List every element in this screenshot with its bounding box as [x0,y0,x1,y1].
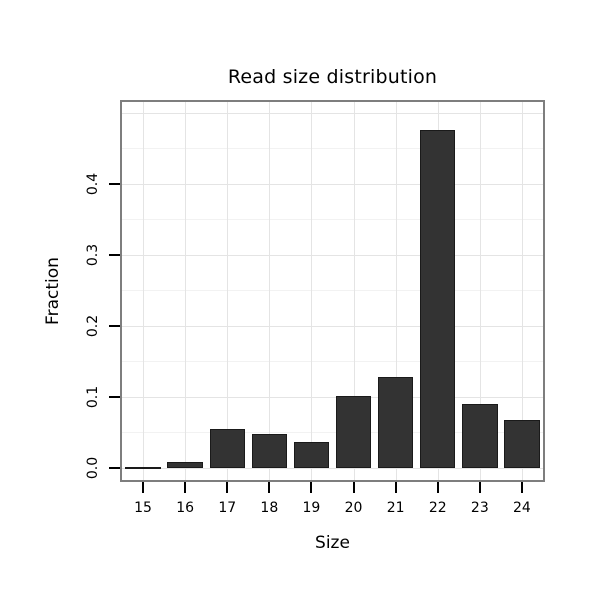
x-tick-label: 24 [513,500,531,516]
x-tick-label: 20 [344,500,363,516]
bar [335,395,372,468]
bar [293,441,330,468]
x-axis-tick [142,482,145,493]
bar [377,377,414,468]
bar [167,462,203,468]
x-tick-label: 15 [134,500,152,516]
y-tick-label: 0.4 [85,172,101,195]
gridline-horizontal-minor [122,432,543,434]
x-axis-title: Size [315,533,350,553]
gridline-horizontal-minor [122,148,543,150]
y-axis-tick [109,253,120,256]
y-tick-label: 0.2 [85,314,101,337]
bar [209,428,245,468]
x-axis-tick [436,482,439,493]
gridline-vertical-major [269,102,271,480]
bar [251,433,288,468]
bar [125,466,161,469]
bar [462,404,498,468]
gridline-horizontal-minor [122,290,543,292]
gridline-vertical-major [521,102,523,480]
bar [504,419,540,468]
gridline-horizontal-major [122,112,543,114]
x-axis-tick [394,482,397,493]
y-axis-tick [109,182,120,185]
x-axis-tick [226,482,229,493]
gridline-vertical-major [311,102,313,480]
x-tick-label: 17 [218,500,237,516]
chart-title: Read size distribution [227,66,438,88]
x-tick-label: 18 [260,500,279,516]
x-tick-label: 21 [386,500,405,516]
x-tick-label: 22 [428,500,447,516]
gridline-vertical-major [185,102,187,480]
x-tick-label: 19 [302,500,321,516]
y-axis-tick [109,395,120,398]
gridline-horizontal-major [122,183,543,185]
gridline-horizontal-major [122,396,543,398]
y-axis-title: Fraction [43,257,63,325]
x-axis-tick [520,482,523,493]
x-axis-tick [478,482,481,493]
gridline-horizontal-minor [122,361,543,363]
x-tick-label: 16 [176,500,195,516]
gridline-vertical-major [227,102,229,480]
gridline-horizontal-major [122,468,543,469]
x-axis-tick [268,482,271,493]
y-tick-label: 0.3 [85,243,101,266]
y-tick-label: 0.1 [85,385,101,409]
y-axis-tick [109,324,120,327]
gridline-horizontal-major [122,254,543,256]
gridline-vertical-major [143,102,145,480]
gridline-horizontal-major [122,325,543,327]
gridline-vertical-major [479,102,481,480]
y-axis-tick [109,467,120,469]
gridline-vertical-major [353,102,355,480]
y-tick-label: 0.0 [85,456,101,480]
x-axis-tick [310,482,313,493]
gridline-horizontal-minor [122,219,543,221]
x-axis-tick [184,482,187,493]
gridline-vertical-major [395,102,397,480]
x-axis-tick [352,482,355,493]
bar [420,130,456,468]
plot-panel [120,100,545,482]
x-tick-label: 23 [470,500,489,516]
